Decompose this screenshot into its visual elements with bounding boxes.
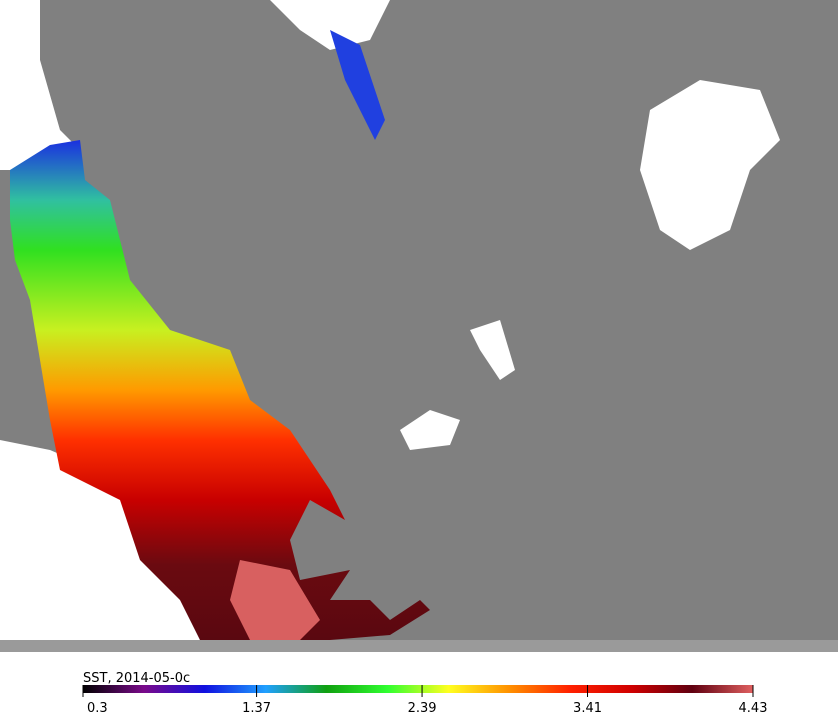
ice — [400, 410, 460, 450]
sst-patch — [230, 560, 320, 640]
ice — [470, 320, 515, 380]
colorbar-tick-label: 1.37 — [242, 701, 271, 716]
sst-field — [10, 140, 430, 640]
land — [0, 440, 200, 640]
land — [270, 0, 390, 50]
colorbar-tick-label: 0.3 — [87, 701, 108, 716]
colorbar-tick-label: 2.39 — [408, 701, 437, 716]
colorbar-tick-label: 4.43 — [739, 701, 768, 716]
sst-patch — [330, 30, 385, 140]
colorbar-title: SST, 2014-05-0c — [83, 671, 190, 686]
ice — [640, 80, 780, 250]
map-border — [0, 640, 838, 652]
land — [0, 0, 80, 170]
colorbar-tick-label: 3.41 — [573, 701, 602, 716]
colorbar-ticks: 0.3 1.37 2.39 3.41 4.43 — [82, 685, 768, 716]
colorbar — [83, 685, 753, 693]
